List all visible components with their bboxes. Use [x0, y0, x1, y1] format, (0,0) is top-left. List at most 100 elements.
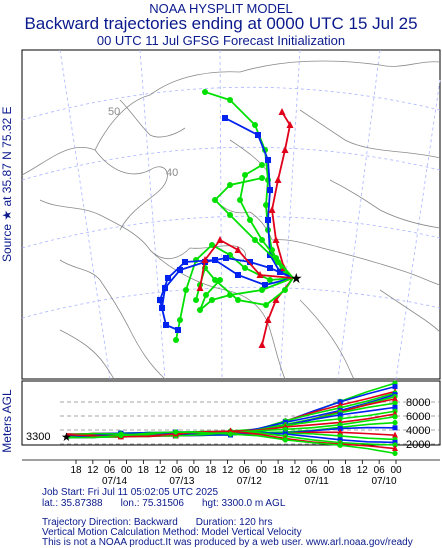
map-trajectory-marker: [259, 287, 265, 293]
direction-text: Trajectory Direction: Backward Duration: …: [42, 517, 291, 528]
profile-trajectory-marker: [392, 384, 398, 390]
map-trajectory-marker: [281, 146, 289, 153]
trajectory-duration: Duration: 120 hrs: [195, 517, 273, 528]
time-tick-label: 00: [323, 465, 335, 476]
profile-trajectory-marker: [392, 400, 398, 406]
y-tick-6000: 6000: [406, 411, 430, 423]
time-tick-label: 12: [357, 465, 369, 476]
map-trajectory-marker: [242, 172, 248, 178]
model-title: NOAA HYSPLIT MODEL: [149, 1, 293, 16]
map-trajectory-marker: [157, 297, 163, 303]
time-date-label: 07/10: [371, 476, 396, 487]
map-trajectory-marker: [182, 259, 188, 265]
profile-trajectory-marker: [337, 428, 344, 435]
map-trajectory-marker: [268, 206, 276, 213]
profile-trajectory-marker: [227, 431, 234, 437]
source-hgt: hgt: 3300.0 m AGL: [202, 498, 286, 509]
profile-trajectory-marker: [392, 445, 398, 452]
trajectory-direction: Trajectory Direction: Backward: [42, 517, 178, 528]
map-trajectory-marker: [235, 272, 241, 278]
map-trajectory-marker: [202, 89, 208, 95]
time-tick-label: 12: [222, 465, 234, 476]
map-trajectory-marker: [252, 237, 258, 243]
map-trajectory-marker: [255, 132, 261, 138]
map-trajectory-marker: [272, 296, 280, 303]
map-trajectory-marker: [235, 297, 241, 303]
map-trajectory-marker: [262, 282, 268, 288]
map-trajectory-marker: [242, 265, 248, 271]
map-trajectory-marker: [256, 271, 264, 278]
initialization-subtitle: 00 UTC 11 Jul GFSG Forecast Initializati…: [96, 33, 346, 48]
map-trajectory-marker: [227, 182, 233, 188]
map-trajectory-marker: [267, 265, 273, 271]
profile-trajectory-marker: [392, 450, 398, 456]
vertical-profile-panel: 8000 6000 4000 2000 3300 ★: [21, 380, 441, 456]
profile-trajectory-marker: [392, 404, 398, 410]
profile-trajectory-marker: [337, 442, 343, 448]
profile-trajectory-marker: [392, 395, 398, 402]
y-tick-4000: 4000: [406, 425, 430, 437]
map-trajectory-marker: [163, 322, 169, 328]
time-tick-label: 00: [390, 465, 402, 476]
map-trajectory-marker: [252, 122, 258, 128]
map-trajectory-marker: [274, 176, 282, 183]
map-trajectory-marker: [247, 217, 253, 223]
map-trajectory-marker: [227, 97, 233, 103]
time-date-label: 07/11: [304, 476, 329, 487]
map-trajectory-marker: [203, 292, 209, 298]
map-trajectory-marker: [263, 302, 269, 308]
time-tick-label: 18: [138, 465, 150, 476]
time-tick-label: 06: [306, 465, 318, 476]
map-trajectories: [157, 89, 294, 348]
time-tick-label: 12: [289, 465, 301, 476]
time-date-label: 07/14: [102, 476, 127, 487]
map-trajectory-marker: [265, 217, 271, 223]
map-trajectory-marker: [234, 246, 242, 253]
profile-trajectory-marker: [392, 420, 398, 426]
map-trajectory-marker: [265, 157, 271, 163]
time-tick-label: 12: [155, 465, 167, 476]
map-trajectory-marker: [162, 285, 168, 291]
map-trajectory-marker: [259, 237, 265, 243]
map-trajectory-marker: [264, 316, 272, 323]
source-lon: lon.: 75.31506: [120, 498, 184, 509]
profile-trajectory-marker: [173, 429, 179, 435]
map-trajectory-marker: [175, 327, 181, 333]
profile-trajectory-marker: [392, 414, 398, 420]
source-lat: lat.: 35.87388: [42, 498, 103, 509]
map-trajectory-marker: [177, 317, 183, 323]
time-tick-label: 18: [273, 465, 285, 476]
map-trajectory-marker: [217, 277, 223, 283]
time-axis: 18 12 06 00 18 12 06 00 18 12 06 00 18 12 06 00 18 12 06 00…: [22, 459, 440, 487]
profile-trajectories: [65, 380, 398, 456]
map-trajectory-marker: [272, 236, 280, 243]
map-trajectory-marker: [201, 256, 209, 263]
map-trajectory-marker: [263, 202, 269, 208]
time-tick-label: 06: [171, 465, 183, 476]
map-trajectory-marker: [173, 337, 179, 343]
map-trajectory-marker: [165, 275, 171, 281]
map-trajectory-marker: [282, 287, 288, 293]
map-trajectory-marker: [177, 267, 183, 273]
map-trajectory-marker: [259, 175, 265, 181]
job-start-text: Job Start: Fri Jul 11 05:02:05 UTC 2025: [42, 487, 219, 498]
vertical-method-text: Vertical Motion Calculation Method: Mode…: [42, 527, 302, 538]
source-star-icon: ★: [290, 271, 303, 287]
map-trajectory-marker: [193, 297, 199, 303]
map-trajectory-marker: [209, 297, 215, 303]
profile-trajectory-marker: [337, 426, 343, 432]
profile-source-star-icon: ★: [61, 430, 72, 444]
map-trajectory-marker: [216, 236, 224, 243]
time-tick-label: 06: [374, 465, 386, 476]
map-trajectory-marker: [227, 212, 233, 218]
profile-trajectory-marker: [392, 442, 398, 448]
time-tick-label: 00: [121, 465, 133, 476]
time-tick-label: 12: [87, 465, 99, 476]
profile-trajectory-marker: [337, 433, 343, 439]
profile-trajectory-marker: [337, 416, 343, 422]
profile-trajectory-marker: [337, 412, 343, 418]
map-coastlines: [21, 60, 441, 380]
source-coords-text: lat.: 35.87388 lon.: 75.31506 hgt: 3300.0 …: [42, 498, 303, 509]
time-tick-label: 06: [104, 465, 116, 476]
map-trajectory-marker: [273, 255, 279, 261]
